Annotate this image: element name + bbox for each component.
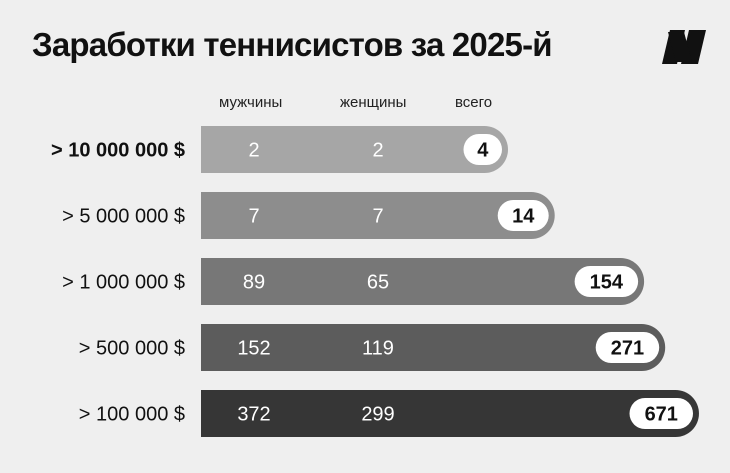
total-badge [595,332,660,363]
total-value: 14 [512,206,535,228]
men-value: 152 [237,338,270,360]
total-bar [201,390,699,437]
women-value: 65 [367,272,389,294]
total-bar [201,324,666,371]
women-value: 299 [361,404,394,426]
total-bar [201,126,508,173]
total-badge [574,266,639,297]
column-header-total: всего [455,94,493,111]
total-badge [463,134,502,165]
women-value: 2 [372,140,383,162]
column-header-men: мужчины [219,94,283,111]
category-label: > 500 000 $ [79,338,185,360]
category-label: > 10 000 000 $ [51,140,185,162]
men-value: 372 [237,404,270,426]
total-value: 271 [611,338,644,360]
men-value: 2 [248,140,259,162]
total-badge [629,398,693,429]
category-label: > 1 000 000 $ [62,272,185,294]
column-header-women: женщины [340,94,407,111]
women-value: 7 [372,206,383,228]
page-title: Заработки теннисистов за 2025-й [32,26,553,63]
total-badge [497,200,549,231]
brand-logo-icon [662,30,706,64]
category-label: > 100 000 $ [79,404,185,426]
total-value: 4 [477,140,489,162]
total-bar [201,192,555,239]
women-value: 119 [362,338,394,360]
category-label: > 5 000 000 $ [62,206,185,228]
total-value: 671 [645,404,678,426]
total-bar [201,258,645,305]
men-value: 7 [248,206,259,228]
total-value: 154 [590,272,624,294]
men-value: 89 [243,272,265,294]
